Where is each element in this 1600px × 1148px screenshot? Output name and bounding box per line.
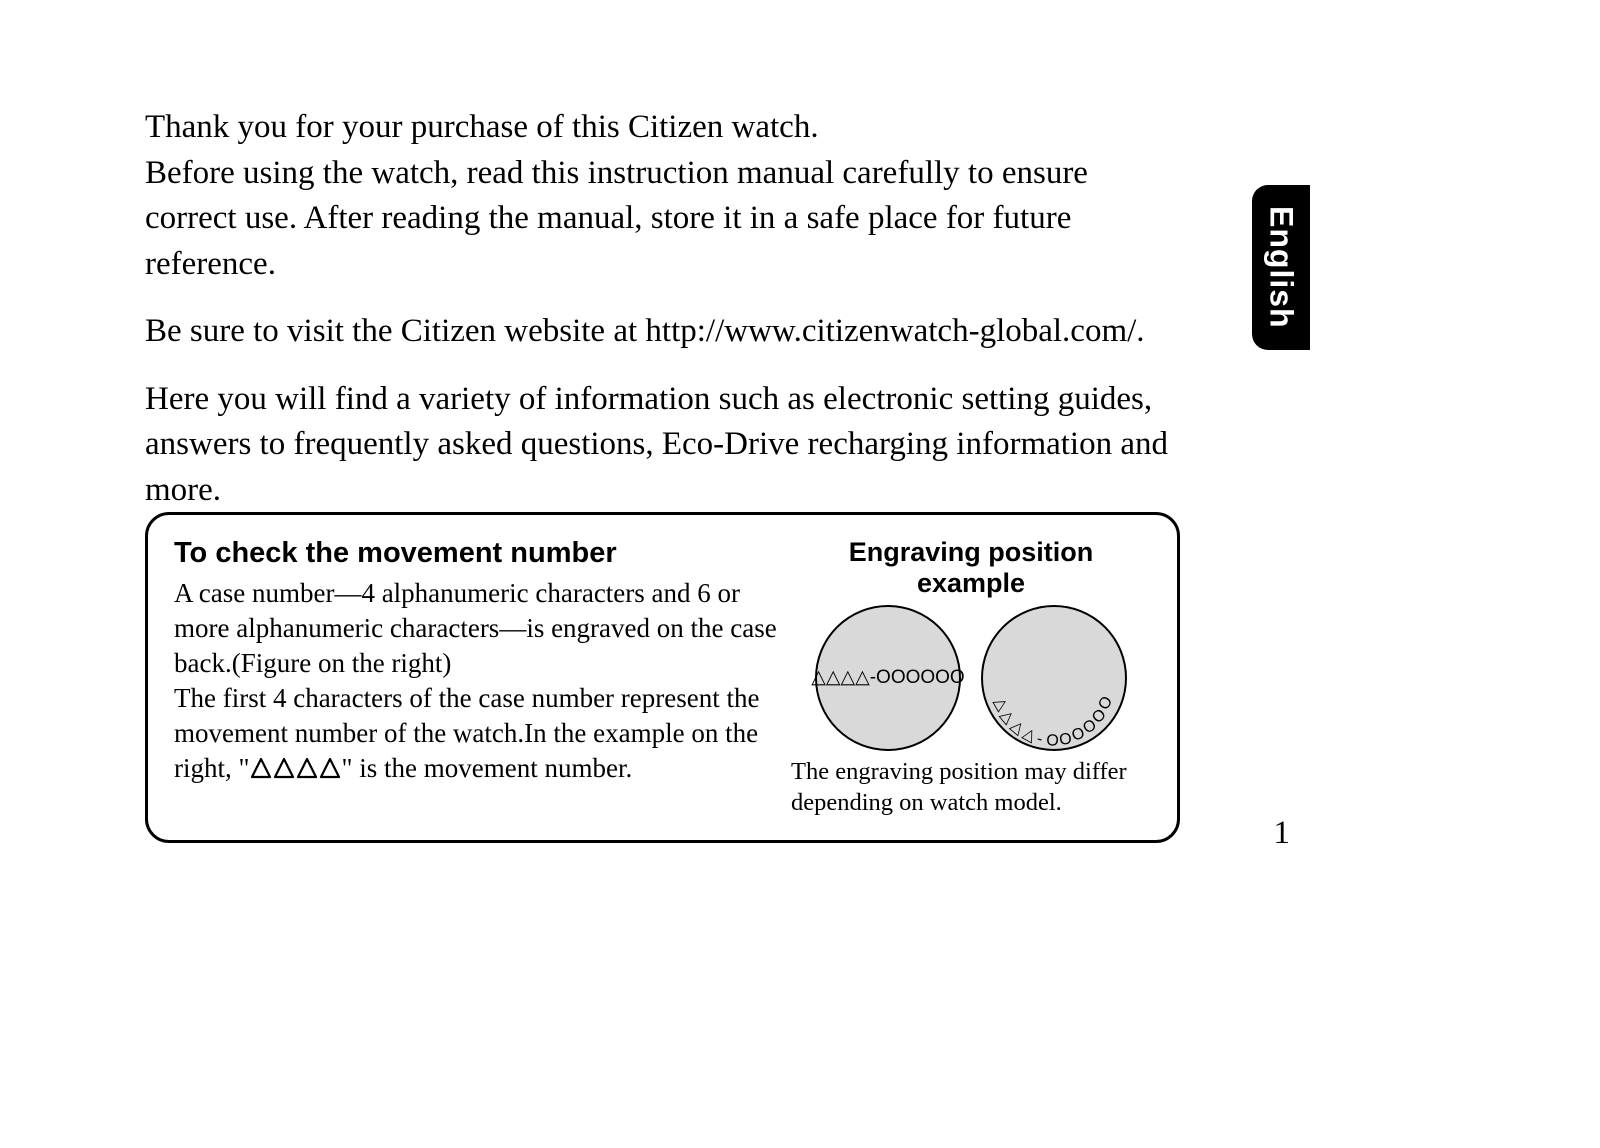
movement-number-text-column: To check the movement number A case numb… (174, 537, 777, 818)
intro-paragraph-3: Here you will find a variety of informat… (145, 377, 1185, 514)
triangle-placeholder-icon (250, 757, 342, 779)
engraving-text-left: △△△△-OOOOOO (811, 667, 964, 688)
movement-number-title: To check the movement number (174, 537, 777, 570)
language-tab-label: English (1263, 206, 1300, 329)
language-tab: English (1252, 185, 1310, 350)
caseback-circle-left-icon: △△△△-OOOOOO (798, 603, 968, 753)
engraving-example-column: Engraving position example △△△△-OOOOOO △… (791, 537, 1151, 818)
intro-paragraph-2: Be sure to visit the Citizen website at … (145, 309, 1185, 355)
engraving-example-caption: The engraving position may differ depend… (791, 757, 1151, 818)
engraving-example-diagram: △△△△-OOOOOO △ △ △ △ - O O O O O O (791, 603, 1151, 753)
svg-text:O: O (1046, 732, 1060, 750)
page-content: Thank you for your purchase of this Citi… (145, 105, 1185, 535)
page-number: 1 (1274, 815, 1291, 852)
engraving-example-title: Engraving position example (791, 537, 1151, 599)
intro-paragraph-1: Thank you for your purchase of this Citi… (145, 105, 1185, 287)
caseback-circle-right-icon: △ △ △ △ - O O O O O O (974, 603, 1144, 753)
movement-number-body: A case number—4 alphanumeric characters … (174, 576, 777, 787)
movement-number-box: To check the movement number A case numb… (145, 512, 1180, 843)
movement-number-body-part2: " is the movement number. (342, 753, 633, 783)
